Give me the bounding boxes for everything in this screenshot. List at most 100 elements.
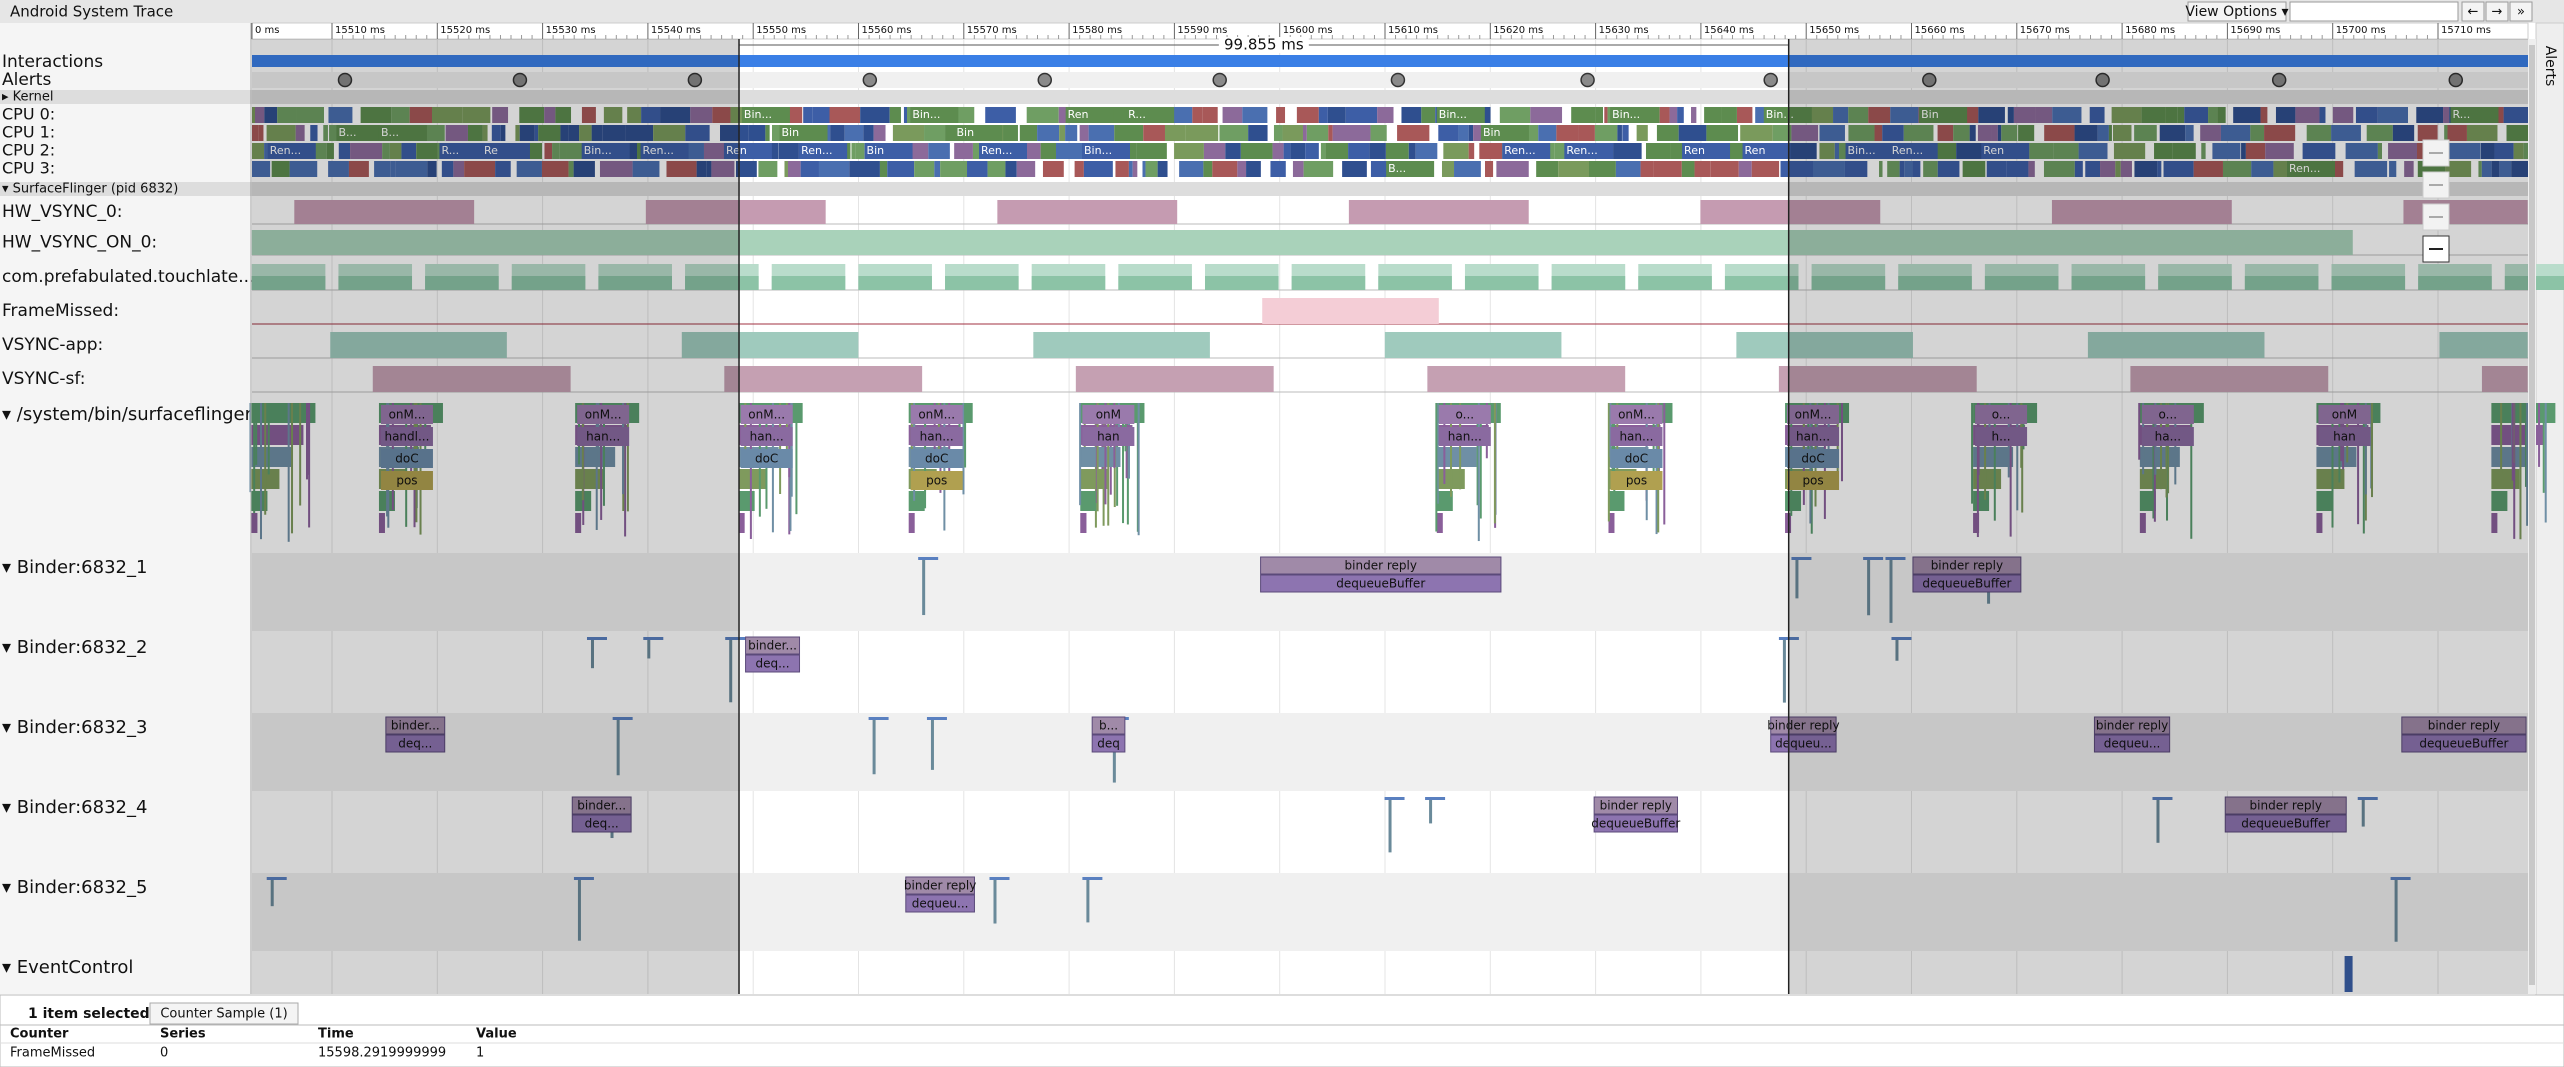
cpu-slice	[712, 107, 731, 123]
cpu-slice	[2404, 161, 2414, 177]
view-options-button[interactable]	[2187, 1, 2287, 22]
cpu-slice	[784, 161, 788, 177]
nav-button[interactable]	[2461, 1, 2485, 22]
alert-marker[interactable]	[1037, 72, 1053, 88]
cpu-slice-label: Bin	[782, 126, 800, 139]
binder-spike	[616, 717, 620, 776]
details-tab[interactable]	[149, 1002, 299, 1025]
alert-marker[interactable]	[2448, 72, 2464, 88]
ruler-label: 15510 ms	[335, 25, 385, 36]
alert-marker[interactable]	[1390, 72, 1406, 88]
sf-slice	[1610, 471, 1663, 490]
sf-slice	[1080, 491, 1097, 511]
cpu-slice	[640, 143, 689, 159]
sf-slice	[1080, 447, 1121, 467]
cpu-slice	[555, 107, 572, 123]
scrollbar-thumb[interactable]	[2529, 45, 2535, 985]
alert-marker[interactable]	[2271, 72, 2287, 88]
alert-marker[interactable]	[2095, 72, 2110, 88]
sf-spike	[2500, 403, 2503, 475]
cpu-slice	[2478, 161, 2482, 177]
cpu-slice	[2115, 161, 2121, 177]
sf-slice	[2316, 491, 2333, 511]
sf-slice-label: ha...	[2155, 430, 2181, 444]
sf-slice-label: han	[2333, 430, 2356, 444]
cpu-slice	[1556, 125, 1579, 141]
cpu-slice	[1499, 107, 1531, 123]
alert-marker[interactable]	[1922, 72, 1937, 88]
cpu-slice	[328, 161, 349, 177]
counter-block	[1204, 276, 1279, 290]
alert-marker[interactable]	[1212, 72, 1227, 88]
details-panel	[0, 994, 2564, 1067]
sf-spike	[299, 403, 302, 506]
binder-slice	[1260, 574, 1502, 593]
cpu-slice	[2250, 125, 2265, 141]
sf-slice	[1608, 513, 1615, 533]
counter-block	[1811, 276, 1886, 290]
cpu-slice	[2332, 107, 2354, 123]
cpu-slice	[1656, 125, 1679, 141]
nav-label[interactable]: »	[2517, 5, 2525, 20]
cpu-slice	[1969, 125, 1976, 141]
cpu-slice	[1222, 107, 1243, 123]
sf-slice	[740, 405, 793, 424]
cpu-slice	[2165, 107, 2178, 123]
binder-slice-label: binder...	[748, 639, 797, 653]
counter-block	[1262, 298, 1439, 324]
cpu-slice	[2443, 107, 2450, 123]
binder-slice	[745, 636, 801, 655]
cpu-slice	[2241, 143, 2246, 159]
sf-spike	[962, 403, 965, 495]
cpu-slice	[1174, 143, 1204, 159]
sf-slice	[1082, 427, 1135, 446]
cpu-slice	[873, 125, 886, 141]
sf-spike	[2511, 403, 2514, 481]
alert-marker[interactable]	[512, 72, 528, 88]
nav-label[interactable]: →	[2492, 5, 2503, 20]
alert-marker[interactable]	[337, 72, 353, 88]
cpu-slice	[2264, 125, 2296, 141]
side-panel-label[interactable]: Alerts	[2542, 46, 2558, 87]
cpu-slice	[1276, 107, 1286, 123]
nav-label[interactable]: ←	[2468, 5, 2479, 20]
counter-block	[2331, 276, 2406, 290]
alert-marker[interactable]	[1763, 72, 1778, 88]
binder-spike	[577, 877, 581, 941]
alert-marker[interactable]	[1580, 72, 1595, 88]
cpu-slice	[863, 125, 874, 141]
nav-button[interactable]	[2485, 1, 2509, 22]
cpu-slice	[2444, 143, 2467, 159]
sf-slice	[1436, 447, 1477, 467]
counter-block	[1384, 332, 1562, 358]
cpu-slice	[2134, 161, 2158, 177]
cpu-slice	[2212, 143, 2241, 159]
binder-spike	[868, 717, 889, 720]
table-header: Time	[318, 1027, 354, 1042]
nav-button[interactable]	[2509, 1, 2533, 22]
cpu-slice	[2193, 161, 2223, 177]
ruler-label: 15690 ms	[2230, 25, 2280, 36]
cpu-slice-label: R...	[2453, 108, 2471, 121]
sf-slice	[2318, 405, 2371, 424]
alert-marker[interactable]	[687, 72, 703, 88]
counter-block	[511, 276, 586, 290]
cpu-slice	[892, 125, 925, 141]
binder-slice-label: deq	[1097, 737, 1120, 751]
details-tab-label[interactable]: Counter Sample (1)	[160, 1007, 287, 1022]
cpu-slice	[1736, 107, 1753, 123]
cpu-slice	[1997, 125, 2002, 141]
binder-spike	[1863, 557, 1884, 560]
view-options-label[interactable]: View Options ▾	[2185, 4, 2288, 20]
alert-marker[interactable]	[862, 72, 878, 88]
sf-spike	[2190, 403, 2193, 539]
cpu-slice	[2377, 107, 2408, 123]
cpu-slice-label: Bin...	[1084, 144, 1112, 157]
search-box[interactable]	[2289, 1, 2459, 22]
cpu-slice	[2265, 143, 2294, 159]
cpu-slice	[1763, 107, 1812, 123]
sf-spike	[1459, 403, 1462, 490]
cpu-slice	[2345, 143, 2378, 159]
binder-spike	[930, 717, 934, 770]
cpu-slice	[2503, 107, 2528, 123]
